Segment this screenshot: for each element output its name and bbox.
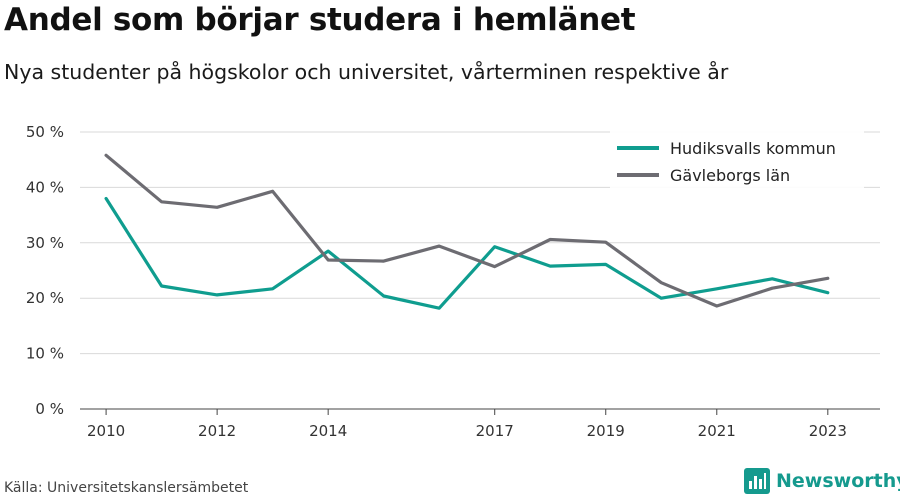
x-tick-label: 2017 — [476, 422, 514, 440]
y-axis-ticks: 0 % 10 % 20 % 30 % 40 % 50 % — [26, 123, 64, 418]
x-tick-label: 2012 — [198, 422, 236, 440]
line-chart: 0 % 10 % 20 % 30 % 40 % 50 % 2010 2012 2014 2017… — [26, 123, 880, 440]
brand-logo: Newsworthy — [744, 468, 900, 494]
y-tick-label: 30 % — [26, 234, 64, 252]
series-line-0 — [104, 196, 830, 310]
x-tick-label: 2023 — [809, 422, 847, 440]
y-tick-label: 0 % — [35, 400, 64, 418]
chart-title: Andel som börjar studera i hemlänet — [4, 2, 636, 38]
y-tick-label: 40 % — [26, 178, 64, 196]
newsworthy-logo-icon — [744, 468, 770, 494]
series-lines — [104, 153, 830, 310]
x-tick-label: 2014 — [309, 422, 347, 440]
y-tick-label: 10 % — [26, 345, 64, 363]
y-tick-label: 50 % — [26, 123, 64, 141]
legend-label: Gävleborgs län — [670, 166, 790, 185]
series-line-1 — [104, 153, 830, 308]
x-tick-label: 2019 — [587, 422, 625, 440]
x-axis: 2010 2012 2014 2017 2019 2021 2023 — [80, 408, 880, 440]
source-note: Källa: Universitetskanslersämbetet — [4, 480, 249, 496]
legend-box — [610, 131, 864, 189]
chart-subtitle: Nya studenter på högskolor och universit… — [4, 60, 729, 84]
x-tick-label: 2021 — [698, 422, 736, 440]
y-tick-label: 20 % — [26, 289, 64, 307]
legend: Hudiksvalls kommun Gävleborgs län — [610, 131, 864, 189]
legend-label: Hudiksvalls kommun — [670, 139, 836, 158]
brand-name: Newsworthy — [776, 470, 900, 492]
x-tick-label: 2010 — [87, 422, 125, 440]
